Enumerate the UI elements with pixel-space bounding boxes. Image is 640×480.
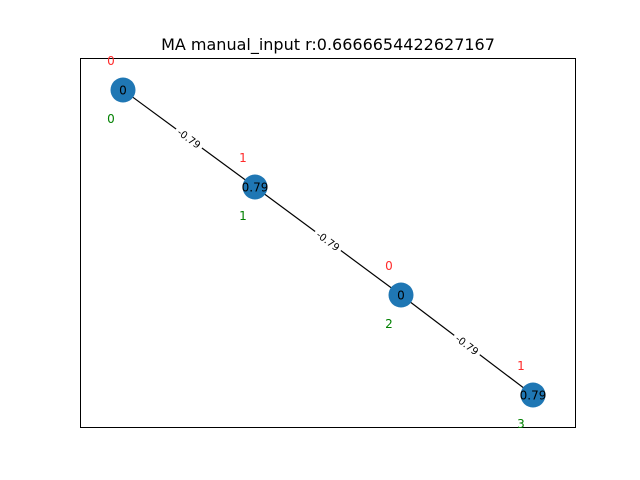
node-top-label-2: 0: [385, 259, 393, 273]
node-bottom-label-3: 3: [517, 417, 525, 431]
node-3: [520, 382, 546, 408]
edges-layer: -0.79 -0.79 -0.79: [122, 89, 534, 396]
nodes-layer: 0 0.79 0 0.79: [110, 77, 547, 408]
node-bottom-label-0: 0: [107, 112, 115, 126]
node-1: [242, 174, 268, 200]
node-value-1: 0.79: [242, 180, 269, 194]
edge-label-bg-0: [172, 123, 207, 153]
edge-label-group-0: -0.79: [172, 123, 207, 153]
graph-title: MA manual_input r:0.6666654422627167: [161, 35, 495, 55]
node-2: [388, 282, 414, 308]
edge-label-group-2: -0.79: [450, 329, 484, 360]
edge-label-bg-2: [450, 329, 484, 360]
node-top-label-3: 1: [517, 359, 525, 373]
plot-frame: [80, 58, 576, 428]
node-top-label-1: 1: [239, 151, 247, 165]
edge-label-group-1: -0.79: [311, 225, 346, 256]
node-value-2: 0: [397, 288, 405, 302]
node-bottom-label-1: 1: [239, 209, 247, 223]
node-value-3: 0.79: [520, 388, 547, 402]
edge-label-bg-1: [311, 225, 346, 256]
node-bottom-label-2: 2: [385, 317, 393, 331]
node-0: [110, 77, 136, 103]
node-top-label-0: 0: [107, 54, 115, 68]
node-value-0: 0: [119, 83, 127, 97]
labels-layer: 0 0 1 1 0 2 1 3: [107, 54, 525, 431]
